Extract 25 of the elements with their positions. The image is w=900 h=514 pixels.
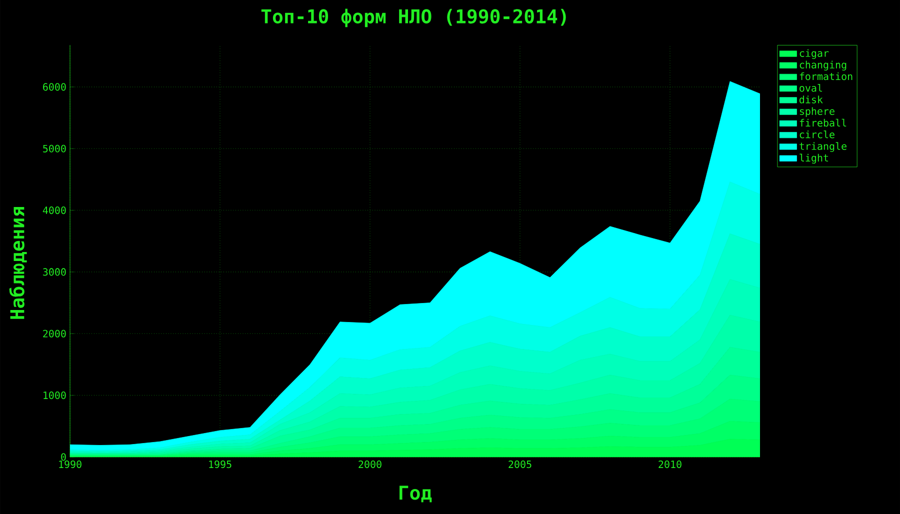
y-tick-label: 3000 <box>43 268 66 276</box>
legend-label: fireball <box>800 118 846 127</box>
legend-label: changing <box>800 60 846 71</box>
legend-label: disk <box>800 96 823 104</box>
y-tick-label: 1000 <box>44 392 66 400</box>
y-tick-label: 5000 <box>43 144 66 152</box>
y-tick-label: 4000 <box>42 206 66 214</box>
legend-label: triangle <box>800 142 846 152</box>
legend-label: cigar <box>800 49 829 59</box>
x-axis-title: Год <box>400 486 432 502</box>
chart-title: Топ-10 форм НЛО (1990-2014) <box>261 8 566 28</box>
legend-label: sphere <box>800 107 834 117</box>
x-tick-label: 1990 <box>59 460 82 468</box>
x-tick-label: 2000 <box>358 460 382 468</box>
legend-label: light <box>800 154 828 164</box>
y-tick-label: 0 <box>61 453 66 461</box>
x-tick-label: 1995 <box>209 460 232 468</box>
legend-label: oval <box>800 84 822 92</box>
y-tick-label: 2000 <box>43 330 66 338</box>
legend-label: formation <box>800 72 852 80</box>
y-tick-label: 6000 <box>43 83 66 91</box>
y-axis-title: Наблюдения <box>9 206 27 319</box>
x-tick-label: 2005 <box>508 460 532 468</box>
legend-label: circle <box>800 130 834 138</box>
x-tick-label: 2010 <box>658 460 682 468</box>
